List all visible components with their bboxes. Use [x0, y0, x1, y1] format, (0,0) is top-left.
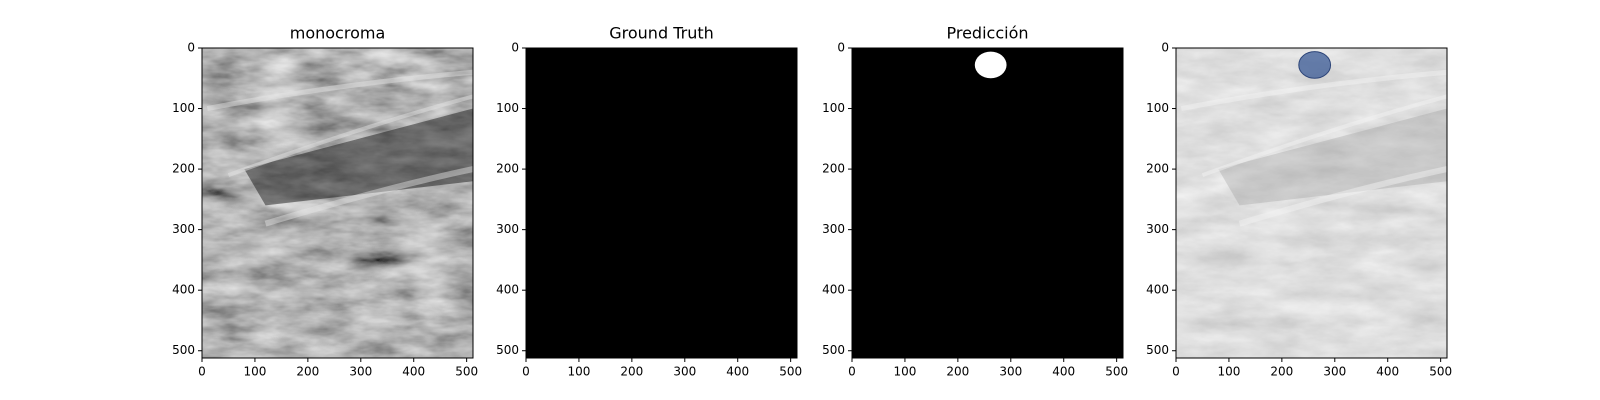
- x-tick-label: 400: [1376, 365, 1399, 379]
- x-tick-label: 500: [1105, 365, 1128, 379]
- tissue-streak: [227, 94, 474, 178]
- mask-region: [974, 51, 1007, 79]
- panel-title: monocroma: [290, 24, 386, 43]
- x-tick-label: 100: [243, 365, 266, 379]
- axes-frame: [525, 47, 798, 359]
- panel-title: Predicción: [946, 24, 1028, 43]
- ultrasound-image: [1176, 48, 1447, 358]
- y-tick-label: 500: [172, 343, 195, 357]
- y-tick-label: 300: [172, 222, 195, 236]
- x-tick-label: 100: [1217, 365, 1240, 379]
- x-tick-label: 500: [1429, 365, 1452, 379]
- x-tick-label: 300: [1323, 365, 1346, 379]
- mask-image: [526, 48, 797, 358]
- y-tick-label: 0: [837, 41, 845, 55]
- tissue-streak: [1201, 94, 1448, 178]
- tissue-streak: [1180, 69, 1448, 112]
- y-tick-label: 400: [1146, 283, 1169, 297]
- y-tick-label: 100: [1146, 101, 1169, 115]
- y-tick-label: 500: [1146, 343, 1169, 357]
- y-tick-label: 300: [496, 222, 519, 236]
- y-tick-label: 500: [496, 343, 519, 357]
- x-tick-label: 500: [779, 365, 802, 379]
- y-tick-label: 0: [511, 41, 519, 55]
- x-tick-label: 400: [726, 365, 749, 379]
- x-tick-label: 100: [567, 365, 590, 379]
- y-tick-label: 400: [172, 283, 195, 297]
- x-tick-label: 200: [296, 365, 319, 379]
- panel-title: Ground Truth: [609, 24, 714, 43]
- x-tick-label: 200: [1270, 365, 1293, 379]
- y-tick-label: 300: [1146, 222, 1169, 236]
- x-tick-label: 100: [893, 365, 916, 379]
- x-tick-label: 200: [620, 365, 643, 379]
- y-tick-label: 0: [187, 41, 195, 55]
- axes-frame: [851, 47, 1124, 359]
- axes-frame: [201, 47, 474, 359]
- x-tick-label: 300: [673, 365, 696, 379]
- y-tick-label: 200: [172, 162, 195, 176]
- mask-image: [852, 48, 1123, 358]
- tissue-streak: [264, 166, 474, 227]
- x-tick-label: 200: [946, 365, 969, 379]
- tissue-streak: [206, 69, 474, 112]
- x-tick-label: 0: [848, 365, 856, 379]
- y-tick-label: 300: [822, 222, 845, 236]
- tissue-streak: [1238, 166, 1448, 227]
- y-tick-label: 100: [496, 101, 519, 115]
- y-tick-label: 200: [1146, 162, 1169, 176]
- y-tick-label: 400: [496, 283, 519, 297]
- y-tick-label: 500: [822, 343, 845, 357]
- x-tick-label: 400: [1052, 365, 1075, 379]
- y-tick-label: 200: [496, 162, 519, 176]
- x-tick-label: 0: [522, 365, 530, 379]
- y-tick-label: 0: [1161, 41, 1169, 55]
- x-tick-label: 400: [402, 365, 425, 379]
- tissue-dark: [1218, 108, 1447, 206]
- x-tick-label: 300: [999, 365, 1022, 379]
- tissue-dark: [244, 108, 473, 206]
- y-tick-label: 100: [822, 101, 845, 115]
- y-tick-label: 400: [822, 283, 845, 297]
- x-tick-label: 0: [1172, 365, 1180, 379]
- y-tick-label: 100: [172, 101, 195, 115]
- x-tick-label: 0: [198, 365, 206, 379]
- overlay-region: [1298, 51, 1332, 79]
- x-tick-label: 500: [455, 365, 478, 379]
- y-tick-label: 200: [822, 162, 845, 176]
- axes-frame: [1175, 47, 1448, 359]
- ultrasound-image: [202, 48, 473, 358]
- x-tick-label: 300: [349, 365, 372, 379]
